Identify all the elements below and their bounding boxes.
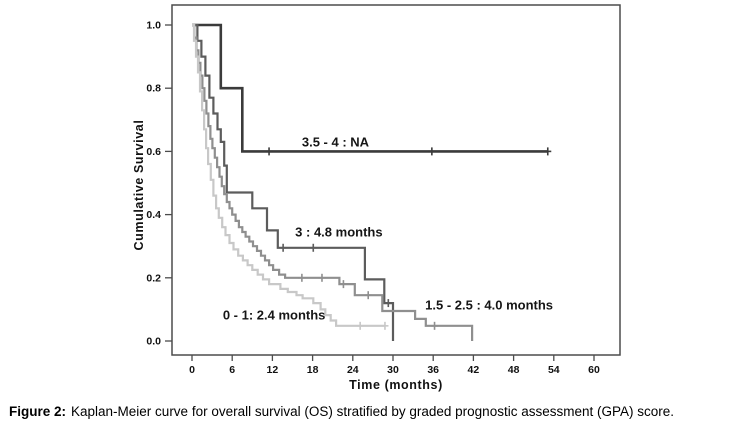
km-chart: 0.0 0.2 0.4 0.6 0.8 1.0 0 6 12 18 24 30 36 42 48 54 60 Cu… (132, 4, 621, 392)
km-curve-4 (192, 23, 385, 327)
x-tick-label: 18 (307, 364, 319, 376)
y-tick-label: 0.8 (146, 83, 161, 95)
y-tick-label: 0.6 (146, 146, 161, 158)
km-curve-3 (192, 23, 474, 341)
curve-label-3: 1.5 - 2.5 : 4.0 months (425, 297, 553, 312)
plot-border (171, 4, 621, 356)
figure-caption-text: Kaplan-Meier curve for overall survival … (71, 404, 674, 419)
y-tick-label: 1.0 (146, 20, 161, 32)
curve-label-2: 3 : 4.8 months (295, 225, 382, 240)
x-tick-label: 60 (588, 364, 600, 376)
x-tick-label: 30 (387, 364, 399, 376)
y-tick-label: 0.0 (146, 336, 161, 348)
figure-caption: Figure 2: Kaplan-Meier curve for overall … (9, 403, 751, 421)
km-curve-1 (192, 23, 548, 153)
x-tick-label: 36 (427, 364, 439, 376)
x-axis-title: Time (months) (349, 378, 443, 392)
y-tick-label: 0.4 (146, 209, 161, 221)
curve-label-4: 0 - 1: 2.4 months (223, 308, 326, 323)
y-axis-title: Cumulative Survival (132, 120, 146, 251)
curve-label-1: 3.5 - 4 : NA (302, 135, 370, 150)
x-tick-label: 6 (229, 364, 235, 376)
x-tick-label: 48 (508, 364, 520, 376)
y-tick-label: 0.2 (146, 272, 161, 284)
km-plot-svg: 0.0 0.2 0.4 0.6 0.8 1.0 0 6 12 18 24 30 36 42 48 54 60 Cu… (132, 4, 621, 392)
km-curve-2 (192, 23, 395, 341)
x-tick-label: 24 (347, 364, 359, 376)
figure-caption-label: Figure 2: (9, 404, 67, 419)
x-tick-label: 0 (189, 364, 195, 376)
x-tick-label: 42 (468, 364, 480, 376)
x-tick-label: 54 (548, 364, 560, 376)
x-tick-label: 12 (267, 364, 279, 376)
